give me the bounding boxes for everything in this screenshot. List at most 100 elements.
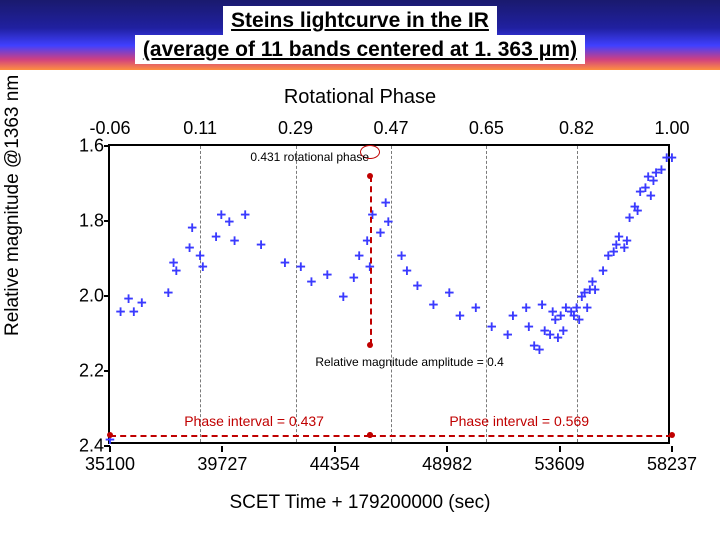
- data-marker: +: [657, 159, 667, 178]
- data-marker: +: [643, 167, 653, 186]
- data-marker: +: [535, 339, 545, 358]
- data-marker: +: [116, 302, 126, 321]
- phase-interval-line: [110, 435, 370, 437]
- data-marker: +: [185, 238, 195, 257]
- data-marker: +: [230, 230, 240, 249]
- gridline: [391, 146, 392, 442]
- data-marker: +: [537, 294, 547, 313]
- x-tick-bottom-label: 35100: [85, 454, 135, 475]
- data-marker: +: [376, 223, 386, 242]
- data-marker: +: [553, 328, 563, 347]
- x-tick-top-label: -0.06: [89, 118, 130, 139]
- data-marker: +: [307, 272, 317, 291]
- data-marker: +: [588, 272, 598, 291]
- data-marker: +: [296, 257, 306, 276]
- title-banner: Steins lightcurve in the IR (average of …: [0, 0, 720, 70]
- data-marker: +: [614, 227, 624, 246]
- data-marker: +: [651, 163, 661, 182]
- data-marker: +: [561, 298, 571, 317]
- data-marker: +: [556, 305, 566, 324]
- data-marker: +: [641, 178, 651, 197]
- data-marker: +: [633, 200, 643, 219]
- data-marker: +: [598, 260, 608, 279]
- x-tick-bottom-label: 53609: [535, 454, 585, 475]
- phase-interval-1-label: Phase interval = 0.437: [184, 413, 324, 429]
- phase-interval-line: [370, 435, 672, 437]
- data-marker: +: [622, 230, 632, 249]
- data-marker: +: [540, 320, 550, 339]
- data-marker: +: [612, 234, 622, 253]
- data-marker: +: [349, 268, 359, 287]
- x-tick-bottom-label: 44354: [310, 454, 360, 475]
- data-marker: +: [577, 287, 587, 306]
- data-marker: +: [471, 298, 481, 317]
- x-tick-bottom-label: 39727: [197, 454, 247, 475]
- data-marker: +: [211, 227, 221, 246]
- gridline: [296, 146, 297, 442]
- chart-top-title: Rotational Phase: [284, 86, 436, 109]
- data-marker: +: [240, 204, 250, 223]
- amplitude-annotation: Relative magnitude amplitude = 0.4: [315, 355, 503, 369]
- y-tick-label: 1.8: [54, 211, 104, 232]
- data-marker: +: [187, 217, 197, 236]
- data-marker: +: [429, 294, 439, 313]
- data-marker: +: [649, 170, 659, 189]
- data-marker: +: [129, 302, 139, 321]
- plot-area: 1.61.82.02.22.4-0.060.110.290.470.650.82…: [108, 144, 670, 444]
- phase-interval-2-label: Phase interval = 0.569: [449, 413, 589, 429]
- data-marker: +: [368, 204, 378, 223]
- rot-phase-annotation: 0.431 rotational phase: [250, 150, 369, 164]
- data-marker: +: [566, 302, 576, 321]
- data-marker: +: [455, 305, 465, 324]
- data-marker: +: [487, 317, 497, 336]
- y-tick-label: 2.0: [54, 286, 104, 307]
- data-marker: +: [667, 148, 677, 167]
- data-marker: +: [402, 260, 412, 279]
- y-tick-label: 2.2: [54, 361, 104, 382]
- x-tick-bottom-label: 48982: [422, 454, 472, 475]
- data-marker: +: [124, 288, 134, 307]
- title-line-2: (average of 11 bands centered at 1. 363 …: [135, 35, 585, 64]
- data-marker: +: [619, 238, 629, 257]
- data-marker: +: [604, 245, 614, 264]
- data-marker: +: [280, 253, 290, 272]
- data-marker: +: [171, 260, 181, 279]
- x-tick-top-label: 1.00: [654, 118, 689, 139]
- data-marker: +: [338, 287, 348, 306]
- data-marker: +: [224, 212, 234, 231]
- x-tick-top-label: 0.29: [278, 118, 313, 139]
- x-tick-top-label: 0.65: [469, 118, 504, 139]
- data-marker: +: [551, 309, 561, 328]
- data-marker: +: [635, 182, 645, 201]
- data-marker: +: [524, 317, 534, 336]
- data-marker: +: [609, 242, 619, 261]
- x-tick-top-label: 0.47: [373, 118, 408, 139]
- gridline: [577, 146, 578, 442]
- data-marker: +: [548, 302, 558, 321]
- data-marker: +: [625, 208, 635, 227]
- data-marker: +: [529, 335, 539, 354]
- x-tick-bottom-label: 58237: [647, 454, 697, 475]
- x-axis-label: SCET Time + 179200000 (sec): [229, 492, 490, 514]
- data-marker: +: [503, 324, 513, 343]
- data-marker: +: [630, 197, 640, 216]
- data-marker: +: [169, 253, 179, 272]
- data-marker: +: [163, 283, 173, 302]
- data-marker: +: [444, 283, 454, 302]
- title-line-1: Steins lightcurve in the IR: [223, 6, 497, 35]
- x-tick-top-label: 0.82: [559, 118, 594, 139]
- data-marker: +: [662, 148, 672, 167]
- data-marker: +: [256, 234, 266, 253]
- data-marker: +: [558, 320, 568, 339]
- data-marker: +: [590, 279, 600, 298]
- data-marker: +: [545, 324, 555, 343]
- data-marker: +: [381, 193, 391, 212]
- data-marker: +: [585, 279, 595, 298]
- gridline: [200, 146, 201, 442]
- data-marker: +: [397, 245, 407, 264]
- y-axis-label: Relative magnitude @1363 nm: [2, 75, 24, 336]
- amplitude-span-line: [370, 176, 372, 345]
- x-tick-top-label: 0.11: [183, 118, 217, 139]
- data-marker: +: [354, 245, 364, 264]
- data-marker: +: [323, 264, 333, 283]
